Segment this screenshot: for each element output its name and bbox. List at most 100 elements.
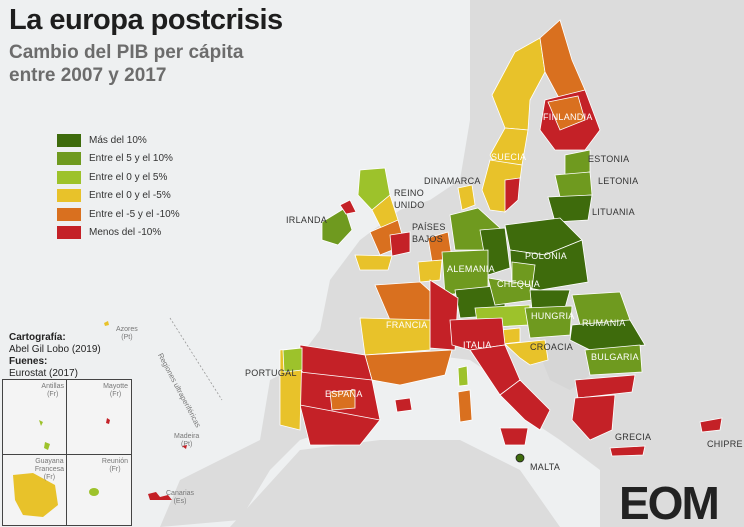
cartography-label: Cartografía: — [9, 332, 66, 343]
region-madeira — [182, 445, 187, 449]
inset-antillas: Antillas (Fr) — [2, 379, 68, 456]
subtitle-line-1: Cambio del PIB per cápita — [9, 42, 244, 63]
legend-item: Menos del -10% — [57, 224, 180, 243]
label-madeira: Madeira (Pt) — [174, 433, 200, 448]
region-sardinia — [457, 389, 473, 423]
label-alemania: ALEMANIA — [447, 264, 495, 274]
legend-swatch — [57, 189, 81, 203]
region-lithuania — [547, 194, 593, 223]
legend-item: Entre el -5 y el -10% — [57, 205, 180, 224]
region-finland-mid — [547, 95, 586, 131]
subtitle-line-2: entre 2007 y 2017 — [9, 65, 167, 86]
legend-swatch — [57, 226, 81, 240]
ultraperipheral-divider — [169, 317, 223, 401]
label-polonia: POLONIA — [525, 251, 568, 261]
region-madrid — [329, 389, 356, 411]
map-legend: Más del 10% Entre el 5 y el 10% Entre el… — [57, 131, 180, 242]
region-england-sw — [354, 254, 393, 271]
inset-label-reunion: Reunión (Fr) — [101, 458, 128, 473]
inset-label-antillas: Antillas (Fr) — [41, 383, 64, 398]
region-greece-north — [574, 374, 636, 399]
label-francia: FRANCIA — [386, 320, 428, 330]
label-suecia: SUECIA — [491, 152, 527, 162]
label-paises-bajos-2: BAJOS — [412, 234, 444, 244]
inset-guayana-shape — [13, 473, 58, 517]
legend-swatch — [57, 207, 81, 221]
region-bulgaria — [584, 344, 643, 376]
label-chipre: CHIPRE — [707, 439, 743, 449]
region-hungary — [524, 305, 573, 339]
eom-logo: EOM — [619, 477, 720, 527]
region-ireland — [321, 207, 353, 246]
inset-mayotte: Mayotte (Fr) — [66, 379, 132, 456]
label-canarias: Canarias (Es) — [166, 490, 195, 505]
label-croacia: CROACIA — [530, 342, 574, 352]
region-canarias — [148, 492, 172, 500]
region-poland-west — [511, 261, 536, 289]
inset-antillas-shape — [39, 420, 50, 450]
africa-land — [230, 440, 560, 527]
region-latvia — [554, 171, 593, 198]
sources-value: Eurostat (2017) — [9, 368, 78, 379]
legend-swatch — [57, 170, 81, 184]
region-france-south — [364, 349, 453, 386]
label-hungria: HUNGRIA — [531, 311, 575, 321]
label-finlandia: FINLANDIA — [543, 112, 593, 122]
region-france-west — [359, 317, 431, 356]
legend-label: Entre el 5 y el 10% — [89, 153, 173, 165]
region-cyprus — [699, 417, 723, 433]
legend-item: Más del 10% — [57, 131, 180, 150]
legend-swatch — [57, 152, 81, 166]
region-spain-south — [299, 404, 381, 446]
region-balearics — [394, 397, 413, 413]
label-chequia: CHEQUIA — [497, 279, 541, 289]
legend-item: Entre el 0 y el -5% — [57, 187, 180, 206]
inset-mayotte-shape — [106, 418, 110, 424]
label-letonia: LETONIA — [598, 176, 639, 186]
label-portugal: PORTUGAL — [245, 368, 297, 378]
region-italy-south — [499, 379, 551, 431]
region-belgium — [417, 259, 443, 283]
label-bulgaria: BULGARIA — [591, 352, 639, 362]
region-corsica — [457, 365, 469, 387]
inset-label-mayotte: Mayotte (Fr) — [103, 383, 128, 398]
label-lituania: LITUANIA — [592, 207, 635, 217]
legend-label: Entre el 0 y el -5% — [89, 190, 171, 202]
label-malta: MALTA — [530, 462, 561, 472]
label-dinamarca: DINAMARCA — [424, 176, 481, 186]
region-crete — [609, 445, 646, 457]
inset-label-guayana: Guayana Francesa (Fr) — [34, 458, 64, 481]
label-grecia: GRECIA — [615, 432, 652, 442]
label-paises-bajos-1: PAÍSES — [412, 222, 446, 232]
legend-label: Entre el -5 y el -10% — [89, 208, 180, 220]
label-italia: ITALIA — [463, 340, 492, 350]
legend-label: Menos del -10% — [89, 227, 162, 239]
sources-label: Fuenes: — [9, 356, 48, 367]
label-espana: ESPAÑA — [325, 389, 363, 399]
region-croatia — [504, 339, 549, 366]
region-sweden-stock — [504, 177, 521, 213]
region-malta — [515, 453, 525, 463]
region-sicily — [499, 427, 529, 446]
region-azores — [104, 321, 109, 326]
inset-guayana: Guayana Francesa (Fr) — [2, 454, 68, 526]
region-portugal-north — [282, 347, 303, 373]
credits: Cartografía: Abel Gil Lobo (2019) Fuenes… — [9, 332, 101, 380]
label-rumania: RUMANIA — [582, 318, 626, 328]
cartography-value: Abel Gil Lobo (2019) — [9, 344, 101, 355]
legend-item: Entre el 0 y el 5% — [57, 168, 180, 187]
label-estonia: ESTONIA — [588, 154, 630, 164]
label-reino-unido-2: UNIDO — [394, 200, 425, 210]
region-ni — [339, 199, 357, 215]
label-reino-unido-1: REINO — [394, 188, 425, 198]
region-london — [389, 231, 411, 257]
region-greece-south — [571, 394, 616, 441]
inset-reunion-shape — [89, 488, 99, 496]
region-denmark — [457, 184, 476, 211]
label-azores: Azores (Pt) — [116, 326, 138, 341]
legend-item: Entre el 5 y el 10% — [57, 150, 180, 169]
inset-reunion: Reunión (Fr) — [66, 454, 132, 526]
legend-label: Entre el 0 y el 5% — [89, 171, 168, 183]
